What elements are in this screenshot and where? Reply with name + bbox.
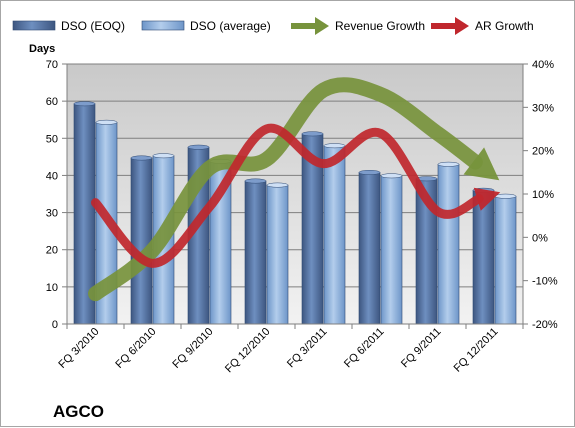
x-tick-label: FQ 12/2010 (223, 326, 273, 376)
legend-ar-growth-swatch-head (455, 17, 469, 35)
y-tick-label: 40 (46, 170, 58, 182)
y-tick-label: 0 (52, 319, 58, 331)
bar-cap-dso-average (380, 173, 403, 179)
ar-growth-arrowhead (473, 187, 501, 211)
y2-tick-label: 30% (532, 102, 554, 114)
y-tick-label: 20 (46, 245, 58, 257)
bar-dso-eoq (472, 189, 495, 325)
bar-dso-eoq (358, 172, 381, 325)
bar-cap-dso-average (266, 182, 289, 188)
x-tick-label: FQ 3/2010 (56, 326, 101, 371)
legend-revenue-growth-label: Revenue Growth (335, 19, 425, 33)
bar-dso-average (323, 145, 346, 325)
x-tick-label: FQ 6/2010 (113, 326, 158, 371)
y2-tick-label: 20% (532, 146, 554, 158)
y2-tick-label: 10% (532, 189, 554, 201)
y2-tick-label: 0% (532, 232, 548, 244)
y2-tick-label: 40% (532, 59, 554, 71)
y-axis-title: Days (29, 43, 55, 55)
ar-growth-line (91, 123, 484, 268)
y-tick-label: 60 (46, 96, 58, 108)
legend-dso-average-swatch (141, 20, 185, 31)
revenue-growth-line (88, 77, 483, 302)
revenue-growth-arrowhead (463, 147, 500, 181)
legend-ar-growth-label: AR Growth (475, 19, 534, 33)
growth-lines (88, 77, 501, 302)
legend-dso-average-label: DSO (average) (190, 19, 271, 33)
y2-tick-label: -20% (532, 319, 558, 331)
x-tick-label: FQ 9/2011 (399, 326, 444, 371)
bar-cap-dso-eoq (130, 155, 153, 161)
legend: DSO (EOQ) DSO (average) Revenue Growth AR G… (12, 17, 534, 35)
x-tick-label: FQ 6/2011 (342, 326, 387, 371)
y2-tick-label: -10% (532, 276, 558, 288)
bar-cap-dso-eoq (358, 170, 381, 175)
bar-dso-average (266, 184, 289, 325)
bar-dso-eoq (244, 180, 267, 325)
bar-cap-dso-average (323, 143, 346, 149)
bar-dso-eoq (130, 157, 153, 325)
x-tick-label: FQ 3/2011 (285, 326, 330, 371)
bar-cap-dso-eoq (187, 144, 210, 150)
company-label: AGCO (53, 402, 104, 421)
legend-dso-eoq-label: DSO (EOQ) (61, 19, 125, 33)
bar-dso-average (494, 195, 517, 325)
y-tick-label: 70 (46, 59, 58, 71)
legend-dso-eoq-swatch (12, 20, 56, 31)
bar-cap-dso-average (152, 153, 175, 159)
bar-cap-dso-eoq (301, 131, 324, 137)
y-tick-label: 50 (46, 133, 58, 145)
bar-cap-dso-eoq (73, 101, 96, 107)
legend-revenue-growth-swatch-head (315, 17, 329, 35)
bars (73, 101, 517, 325)
bar-cap-dso-average (437, 161, 460, 167)
bar-cap-dso-average (494, 193, 517, 199)
bar-cap-dso-eoq (244, 178, 267, 184)
bar-dso-average (437, 163, 460, 325)
bar-dso-average (380, 175, 403, 325)
x-tick-label: FQ 12/2011 (452, 326, 501, 375)
x-tick-label: FQ 9/2010 (170, 326, 215, 371)
bar-cap-dso-average (95, 119, 118, 125)
y-tick-label: 10 (46, 282, 58, 294)
y-tick-label: 30 (46, 208, 58, 220)
